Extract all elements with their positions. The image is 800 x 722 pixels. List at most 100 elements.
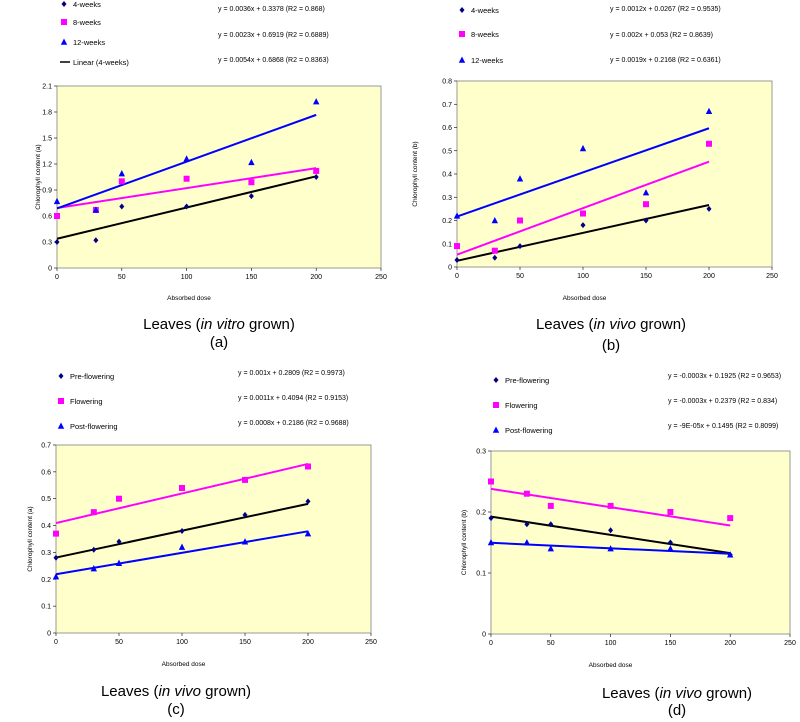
data-point-pre-flowering: [305, 498, 311, 505]
y-tick-label: 0.8: [442, 79, 452, 86]
legend-label: 4-weeks: [471, 6, 499, 15]
data-point-post-flowering: [115, 559, 123, 566]
x-tick-label: 50: [516, 273, 524, 280]
regression-equation: y = 0.0011x + 0.4094 (R2 = 0.9153): [238, 395, 348, 402]
y-tick-label: 0.3: [476, 449, 486, 456]
data-point-4-weeks: [454, 257, 460, 264]
data-point-4-weeks: [93, 237, 99, 244]
legend-label: 8-weeks: [471, 30, 499, 39]
x-tick-label: 50: [115, 639, 123, 646]
y-tick-label: 0.3: [442, 195, 452, 202]
data-point-12-weeks: [53, 197, 61, 205]
legend-marker: [58, 398, 64, 404]
data-point-4-weeks: [492, 254, 498, 261]
data-point-pre-flowering: [179, 527, 185, 534]
data-point-4-weeks: [517, 243, 523, 250]
plot-area: [55, 444, 372, 634]
data-point-12-weeks: [92, 206, 100, 213]
x-tick-label: 0: [455, 273, 459, 280]
data-point-pre-flowering: [608, 527, 614, 534]
data-point-12-weeks: [491, 217, 498, 224]
y-tick-label: 0.1: [476, 571, 486, 578]
y-axis-label: Chlorophyll content (b): [461, 510, 468, 575]
data-point-8-weeks: [454, 243, 460, 250]
y-tick-label: 0.4: [41, 523, 51, 530]
panel-label: (b): [602, 337, 620, 354]
data-point-post-flowering: [487, 539, 495, 546]
x-tick-label: 0: [55, 274, 59, 281]
data-point-8-weeks: [517, 217, 523, 224]
data-point-4-weeks: [54, 239, 60, 245]
data-point-8-weeks: [580, 210, 586, 217]
x-tick-label: 250: [365, 639, 377, 646]
data-point-8-weeks: [491, 247, 498, 254]
y-tick-label: 0.6: [442, 125, 452, 132]
data-point-flowering: [667, 509, 674, 515]
x-tick-label: 100: [181, 274, 193, 281]
y-tick-label: 1.8: [42, 110, 52, 117]
data-point-post-flowering: [90, 565, 97, 572]
legend-label: Post-flowering: [505, 426, 553, 435]
x-tick-label: 200: [302, 639, 314, 646]
regression-equation: y = 0.002x + 0.053 (R2 = 0.8639): [610, 32, 713, 39]
data-point-flowering: [607, 502, 614, 509]
data-point-12-weeks: [118, 170, 125, 177]
y-tick-label: 0.1: [442, 241, 452, 248]
panel-caption: Leaves (in vivo grown): [101, 683, 251, 700]
x-tick-label: 50: [118, 274, 126, 281]
y-tick-label: 1.2: [42, 162, 52, 169]
y-tick-label: 1.5: [42, 136, 52, 143]
data-point-12-weeks: [248, 158, 255, 166]
chart-panel-d: 0 0.1 0.2 0.3 0 50 100 150 200 250 Absorbed dose Ch…: [461, 373, 796, 719]
x-tick-label: 250: [784, 640, 796, 647]
data-point-flowering: [547, 502, 554, 509]
data-point-flowering: [179, 484, 185, 491]
x-tick-label: 100: [605, 640, 617, 647]
trendline-12-weeks: [456, 127, 710, 218]
data-point-post-flowering: [241, 538, 249, 545]
x-tick-label: 200: [724, 640, 736, 647]
x-tick-label: 0: [54, 639, 58, 646]
y-tick-label: 0.5: [41, 496, 51, 503]
x-axis-label: Absorbed dose: [167, 295, 211, 302]
data-point-12-weeks: [453, 212, 461, 219]
y-tick-label: 0.3: [42, 240, 52, 247]
x-tick-label: 100: [176, 639, 188, 646]
y-tick-label: 0.7: [41, 443, 51, 450]
y-tick-label: 0.2: [41, 577, 51, 584]
y-tick-label: 0.1: [41, 604, 51, 611]
y-tick-label: 0.2: [476, 510, 486, 517]
legend-label: Pre-flowering: [70, 372, 114, 381]
y-tick-label: 0.2: [442, 218, 452, 225]
legend-label: Pre-flowering: [505, 376, 549, 385]
legend-marker: [61, 1, 67, 7]
chart-panel-a: 0 0.3 0.6 0.9 1.2 1.5 1.8 2.1 0 50 100 150 200 250 Abs…: [35, 0, 387, 351]
data-point-4-weeks: [119, 203, 125, 210]
y-tick-label: 0: [482, 632, 486, 639]
regression-equation: y = -0.0003x + 0.1925 (R2 = 0.9653): [668, 373, 781, 380]
data-point-4-weeks: [706, 205, 712, 212]
legend-label: 8-weeks: [73, 18, 101, 27]
data-point-post-flowering: [667, 545, 674, 552]
regression-equation: y = 0.0036x + 0.3378 (R2 = 0.868): [218, 6, 325, 13]
y-tick-label: 0.9: [42, 188, 52, 195]
data-point-flowering: [116, 495, 122, 502]
regression-equation: y = 0.0008x + 0.2186 (R2 = 0.9688): [238, 420, 349, 427]
legend-label: 12-weeks: [471, 56, 503, 65]
regression-equation: y = -0.0003x + 0.2379 (R2 = 0.834): [668, 398, 777, 405]
data-point-pre-flowering: [242, 511, 248, 518]
data-point-12-weeks: [313, 98, 320, 105]
data-point-post-flowering: [727, 551, 734, 558]
trendline-post-flowering: [55, 530, 309, 576]
x-tick-label: 150: [640, 273, 652, 280]
y-tick-label: 0.3: [41, 550, 51, 557]
x-tick-label: 250: [766, 273, 778, 280]
legend-label: Linear (4-weeks): [73, 58, 129, 67]
data-point-pre-flowering: [53, 554, 59, 561]
data-point-flowering: [488, 478, 494, 485]
data-point-8-weeks: [54, 213, 60, 219]
data-point-8-weeks: [118, 178, 125, 185]
data-point-8-weeks: [183, 175, 190, 182]
data-point-pre-flowering: [524, 521, 530, 528]
panel-caption: Leaves (in vitro grown): [143, 316, 295, 333]
